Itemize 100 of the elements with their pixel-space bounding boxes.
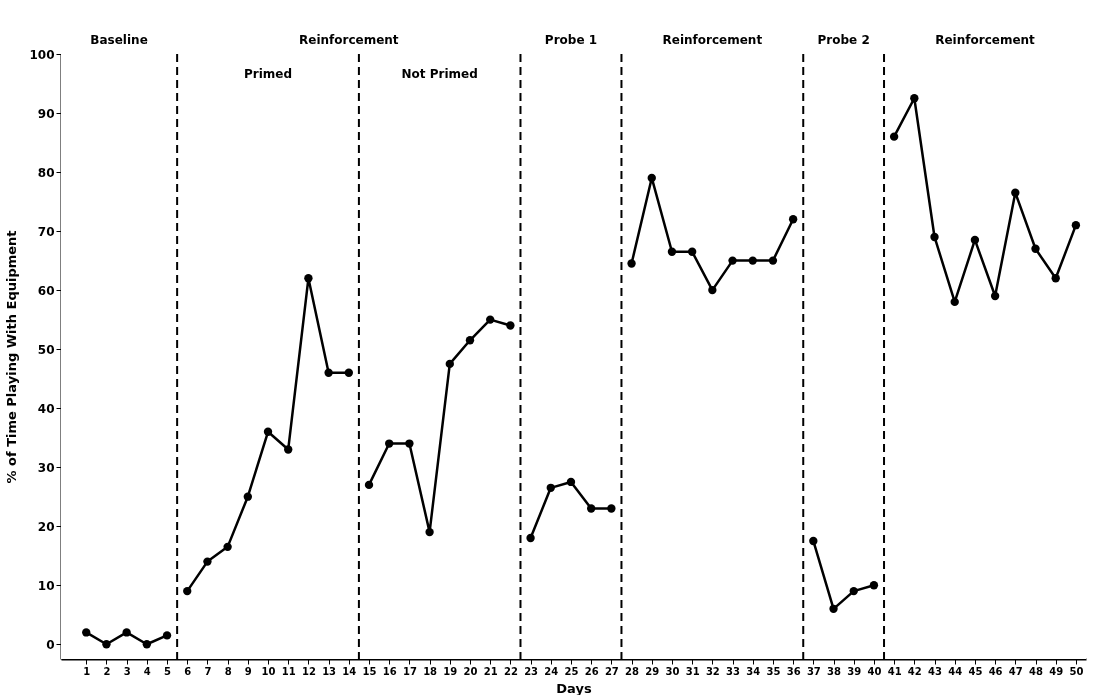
point <box>1031 244 1040 253</box>
point <box>445 359 454 369</box>
x-tick-label: 14 <box>342 665 357 677</box>
point <box>364 480 374 490</box>
point <box>889 132 899 141</box>
point <box>970 235 980 245</box>
x-tick-label: 9 <box>244 665 252 677</box>
point <box>405 439 414 448</box>
point <box>385 439 394 448</box>
x-tick-label: 4 <box>143 665 151 677</box>
x-tick-label: 36 <box>786 665 801 677</box>
x-tick-label: 50 <box>1069 665 1084 677</box>
point <box>930 232 939 242</box>
point <box>829 604 838 613</box>
x-tick-label: 37 <box>806 665 821 677</box>
point <box>788 215 798 224</box>
point <box>102 640 111 649</box>
y-tick-label: 0 <box>46 637 55 652</box>
annotation: Not Primed <box>401 67 478 81</box>
y-tick-label: 100 <box>29 47 55 62</box>
x-tick-label: 15 <box>362 665 377 677</box>
point <box>708 285 717 295</box>
x-tick-label: 6 <box>184 665 192 677</box>
x-tick-label: 38 <box>827 665 842 677</box>
point <box>990 291 1000 301</box>
y-tick-label: 80 <box>37 165 55 180</box>
x-tick-label: 29 <box>645 665 660 677</box>
point <box>486 315 495 324</box>
point <box>566 477 576 487</box>
x-tick-label: 22 <box>503 665 518 677</box>
x-tick-label: 21 <box>483 665 498 677</box>
point <box>183 586 192 596</box>
point <box>627 259 636 268</box>
x-tick-label: 12 <box>301 665 316 677</box>
y-tick-label: 60 <box>37 283 55 298</box>
point <box>809 536 818 546</box>
x-tick-label: 41 <box>887 665 902 677</box>
band-label: Reinforcement <box>662 33 763 47</box>
x-tick-label: 18 <box>423 665 438 677</box>
x-tick-label: 17 <box>402 665 417 677</box>
x-tick-label: 19 <box>443 665 458 677</box>
band-label: Probe 1 <box>544 33 598 47</box>
x-tick-label: 3 <box>123 665 131 677</box>
point <box>687 247 697 256</box>
x-tick-label: 24 <box>544 665 559 677</box>
x-tick-label: 26 <box>584 665 599 677</box>
point <box>203 557 212 566</box>
y-tick-label: 40 <box>37 401 55 416</box>
band-label: Baseline <box>90 33 148 47</box>
x-tick-label: 20 <box>463 665 478 677</box>
point <box>465 336 475 345</box>
x-axis-title: Days <box>556 680 592 695</box>
band-label: Reinforcement <box>935 33 1036 47</box>
x-tick-label: 27 <box>604 665 619 677</box>
point <box>506 321 515 330</box>
point <box>223 542 232 552</box>
x-tick-label: 40 <box>867 665 882 677</box>
point <box>667 247 677 256</box>
point <box>869 581 879 590</box>
x-tick-label: 33 <box>726 665 741 677</box>
annotation: Primed <box>243 67 293 81</box>
point <box>546 483 555 492</box>
x-tick-label: 45 <box>968 665 983 677</box>
x-tick-label: 7 <box>204 665 212 677</box>
x-tick-label: 10 <box>261 665 276 677</box>
y-tick-label: 30 <box>37 460 55 475</box>
x-tick-label: 23 <box>524 665 539 677</box>
point <box>304 274 313 283</box>
point <box>607 504 616 513</box>
x-tick-label: 2 <box>103 665 111 677</box>
point <box>849 586 858 596</box>
point <box>425 527 434 537</box>
point <box>122 628 131 637</box>
y-tick-label: 90 <box>37 106 55 121</box>
point <box>162 631 172 640</box>
x-tick-label: 48 <box>1029 665 1043 677</box>
x-tick-label: 39 <box>847 665 862 677</box>
point <box>324 368 333 377</box>
point <box>910 94 919 103</box>
y-tick-label: 10 <box>37 578 55 593</box>
x-tick-label: 42 <box>907 665 922 677</box>
x-tick-label: 32 <box>705 665 720 677</box>
point <box>728 256 737 265</box>
x-tick-label: 25 <box>564 665 579 677</box>
x-tick-label: 16 <box>382 665 397 677</box>
x-tick-label: 34 <box>746 665 761 677</box>
point <box>647 173 656 183</box>
point <box>82 628 91 637</box>
x-tick-label: 49 <box>1049 665 1064 677</box>
point <box>284 445 293 454</box>
x-tick-label: 46 <box>988 665 1003 677</box>
y-tick-label: 50 <box>37 342 55 357</box>
x-tick-label: 5 <box>164 665 172 677</box>
y-axis-title: % of Time Playing With Equipment <box>4 230 20 484</box>
x-tick-label: 35 <box>766 665 781 677</box>
point <box>1051 274 1060 283</box>
x-tick-label: 44 <box>948 665 963 677</box>
x-tick-label: 47 <box>1008 665 1023 677</box>
x-tick-label: 28 <box>625 665 640 677</box>
band-label: Probe 2 <box>817 33 870 47</box>
